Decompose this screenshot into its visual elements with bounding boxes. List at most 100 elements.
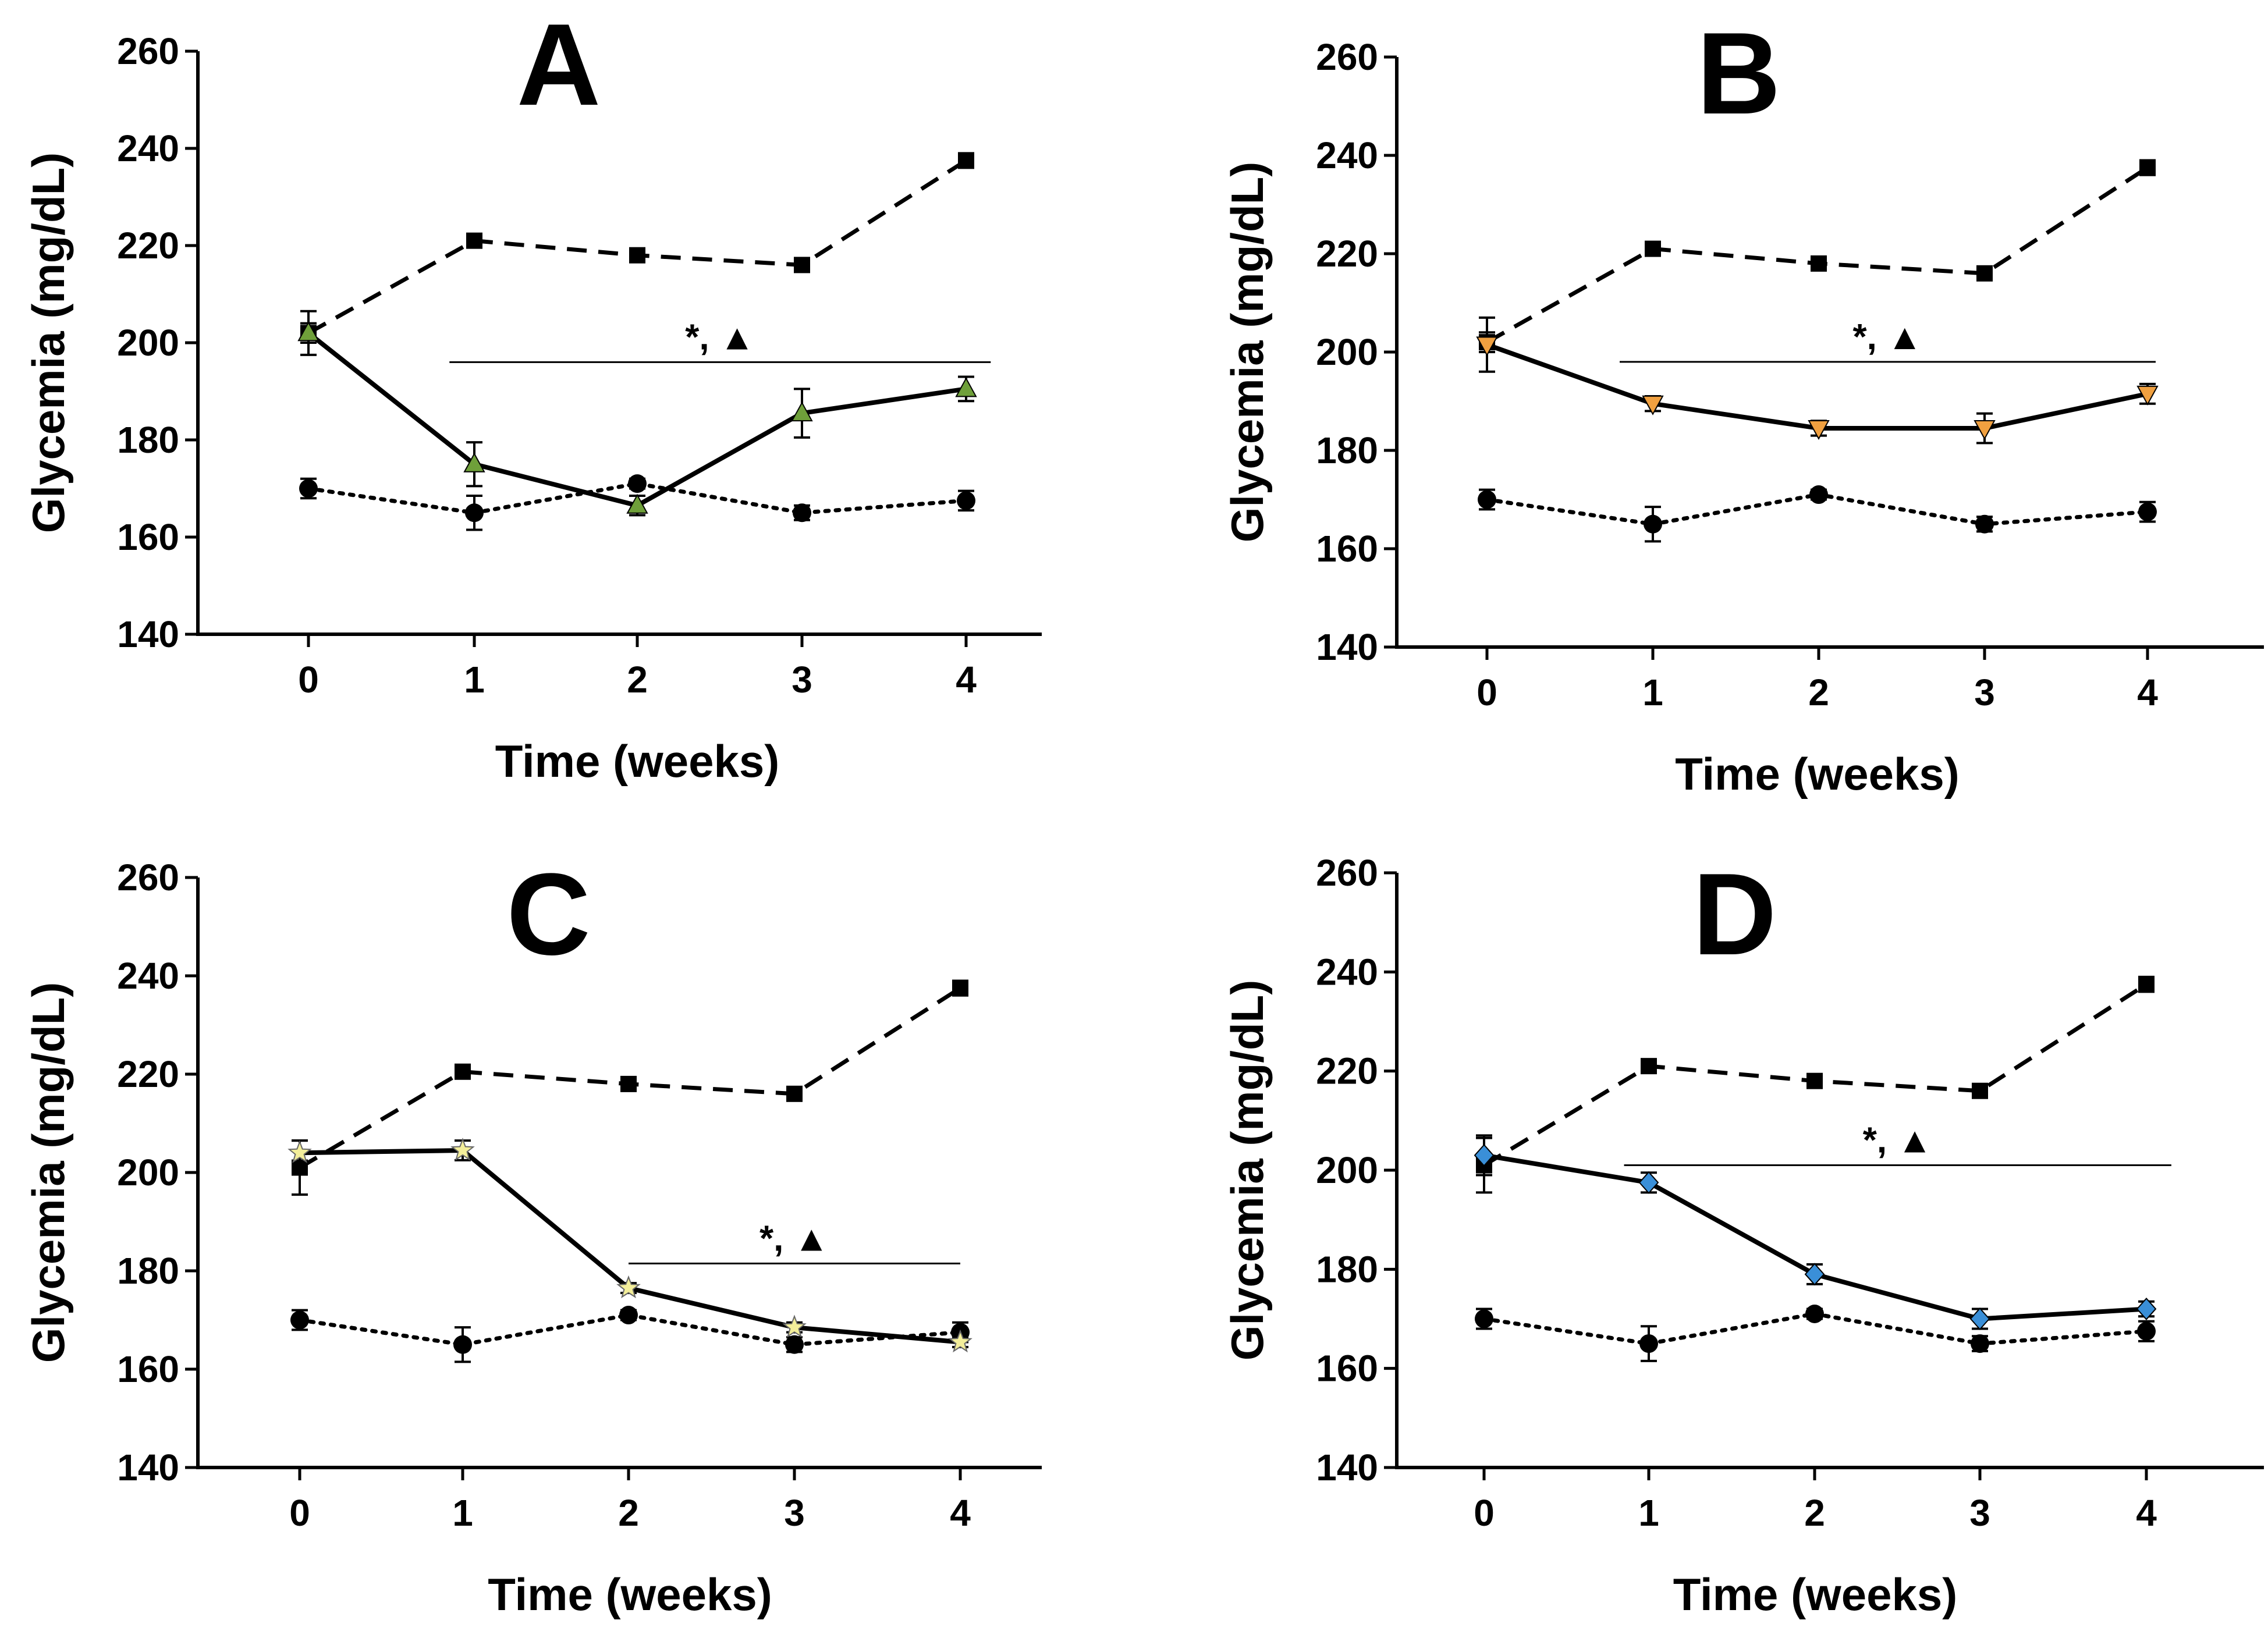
x-tick-label: 3: [1969, 1492, 1990, 1534]
data-point: [297, 321, 320, 342]
series-solid-treatment: [297, 310, 977, 517]
data-point: [1976, 265, 1993, 282]
y-axis-title: Glycemia (mg/dL): [1222, 162, 1273, 542]
x-tick-label: 0: [289, 1492, 310, 1534]
y-tick-label: 260: [1316, 852, 1378, 894]
data-point: [957, 491, 975, 510]
y-tick-label: 220: [117, 225, 179, 267]
y-tick-label: 220: [1316, 233, 1378, 275]
x-tick-label: 1: [464, 659, 485, 701]
data-point: [786, 1085, 803, 1102]
x-axis-title: Time (weeks): [495, 735, 779, 787]
y-tick-label: 200: [117, 1152, 179, 1193]
data-point: [2138, 976, 2155, 993]
series-dotted-circle: [299, 474, 975, 531]
y-tick-label: 180: [1316, 429, 1378, 471]
y-tick-label: 140: [117, 1447, 179, 1488]
data-point: [782, 1314, 807, 1338]
data-point: [793, 503, 811, 523]
x-tick-label: 3: [792, 659, 812, 701]
x-tick-label: 1: [1642, 671, 1663, 713]
data-point: [1478, 490, 1496, 509]
y-tick-label: 160: [117, 1348, 179, 1390]
data-point: [1475, 1309, 1493, 1328]
y-tick-label: 240: [1316, 134, 1378, 176]
series-solid-treatment: [1476, 316, 2159, 445]
data-point: [1642, 395, 1664, 415]
data-point: [1808, 420, 1830, 440]
series-dashed-square: [1476, 975, 2155, 1194]
x-tick-label: 1: [452, 1492, 473, 1534]
data-point: [288, 1140, 312, 1163]
series-line: [1483, 1153, 2147, 1321]
y-tick-label: 140: [117, 613, 179, 655]
y-tick-label: 180: [117, 1250, 179, 1292]
y-tick-label: 240: [117, 127, 179, 169]
series-solid-treatment: [1474, 1134, 2157, 1331]
panel-label: C: [506, 850, 590, 979]
y-tick-label: 160: [1316, 1348, 1378, 1390]
data-point: [1972, 1082, 1988, 1099]
x-tick-label: 4: [2136, 1492, 2157, 1534]
data-point: [466, 232, 482, 249]
data-point: [616, 1275, 641, 1299]
x-tick-label: 1: [1638, 1492, 1659, 1534]
y-tick-label: 240: [1316, 951, 1378, 993]
data-point: [1805, 1304, 1824, 1323]
panel-label: D: [1692, 850, 1776, 979]
series-solid-treatment: [288, 1138, 972, 1353]
data-point: [952, 980, 968, 997]
data-point: [1476, 336, 1498, 357]
series-dashed-square: [292, 979, 968, 1196]
y-tick-label: 160: [117, 516, 179, 558]
panel-label: B: [1696, 9, 1780, 138]
series-dotted-circle: [1478, 485, 2157, 543]
series-line: [1486, 166, 2149, 344]
y-tick-label: 140: [1316, 1447, 1378, 1488]
data-point: [955, 377, 977, 397]
data-point: [1975, 514, 1994, 534]
data-point: [1638, 1171, 1659, 1194]
data-point: [1639, 1334, 1658, 1353]
data-point: [450, 1138, 475, 1161]
panel-d: 140 160 180 200 220 240 260 0 1 2 3 4 Time (weeks) Gl…: [1222, 850, 2264, 1620]
y-tick-label: 220: [1316, 1050, 1378, 1092]
x-tick-label: 2: [618, 1492, 639, 1534]
data-point: [948, 1329, 972, 1353]
x-tick-label: 4: [950, 1492, 971, 1534]
data-point: [1644, 514, 1662, 534]
y-tick-label: 240: [117, 955, 179, 997]
series-dashed-square: [1479, 159, 2156, 353]
panel-b: 140 160 180 200 220 240 260 0 1 2 3 4 Time (weeks) Gl…: [1222, 9, 2264, 800]
x-tick-label: 2: [1804, 1492, 1825, 1534]
data-point: [791, 401, 813, 422]
y-tick-label: 260: [117, 30, 179, 72]
x-tick-label: 4: [2137, 671, 2158, 713]
data-point: [619, 1306, 638, 1325]
x-tick-label: 3: [1974, 671, 1995, 713]
y-tick-label: 180: [1316, 1248, 1378, 1290]
significance-label: *, ▲: [1853, 317, 1923, 357]
panel-c: 140 160 180 200 220 240 260 0 1 2 3 4 Time (weeks) Gl…: [23, 850, 1042, 1620]
panel-a: 140 160 180 200 220 240 260 0 1 2 3 4 Time (weeks) Gl…: [23, 0, 1042, 787]
y-tick-label: 160: [1316, 528, 1378, 570]
y-tick-label: 140: [1316, 626, 1378, 668]
data-point: [620, 1075, 637, 1092]
data-point: [1811, 255, 1827, 272]
significance-label: *, ▲: [1863, 1120, 1933, 1160]
x-tick-label: 4: [956, 659, 977, 701]
data-point: [1641, 1058, 1657, 1075]
data-point: [455, 1063, 471, 1080]
x-tick-label: 0: [1476, 671, 1497, 713]
x-tick-label: 0: [298, 659, 319, 701]
y-tick-label: 260: [1316, 36, 1378, 78]
series-line: [307, 158, 967, 335]
series-dashed-square: [300, 152, 974, 344]
x-axis-title: Time (weeks): [1675, 748, 1959, 800]
x-tick-label: 2: [1808, 671, 1829, 713]
data-point: [629, 247, 645, 264]
y-axis-title: Glycemia (mg/dL): [23, 982, 74, 1363]
significance-label: *, ▲: [759, 1218, 829, 1259]
series-line: [1486, 342, 2148, 431]
